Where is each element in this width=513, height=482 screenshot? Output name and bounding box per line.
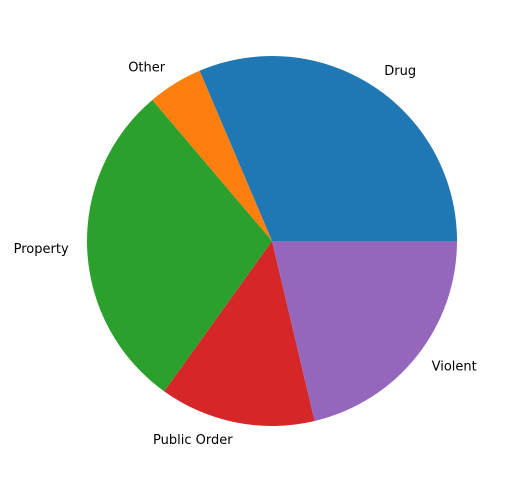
pie-slice-violent: [272, 241, 457, 422]
pie-slices: [86, 56, 457, 426]
pie-label-violent: Violent: [432, 360, 477, 375]
pie-labels: Drug Other Property Public Order Violent: [14, 60, 477, 448]
pie-slice-public-order: [164, 241, 315, 426]
pie-label-other: Other: [128, 60, 166, 75]
pie-label-public-order: Public Order: [153, 433, 233, 448]
pie-label-drug: Drug: [384, 64, 416, 79]
pie-slice-property: [86, 99, 272, 392]
pie-slice-drug: [199, 56, 457, 242]
pie-label-property: Property: [14, 242, 69, 257]
pie-slice-other: [152, 70, 272, 241]
